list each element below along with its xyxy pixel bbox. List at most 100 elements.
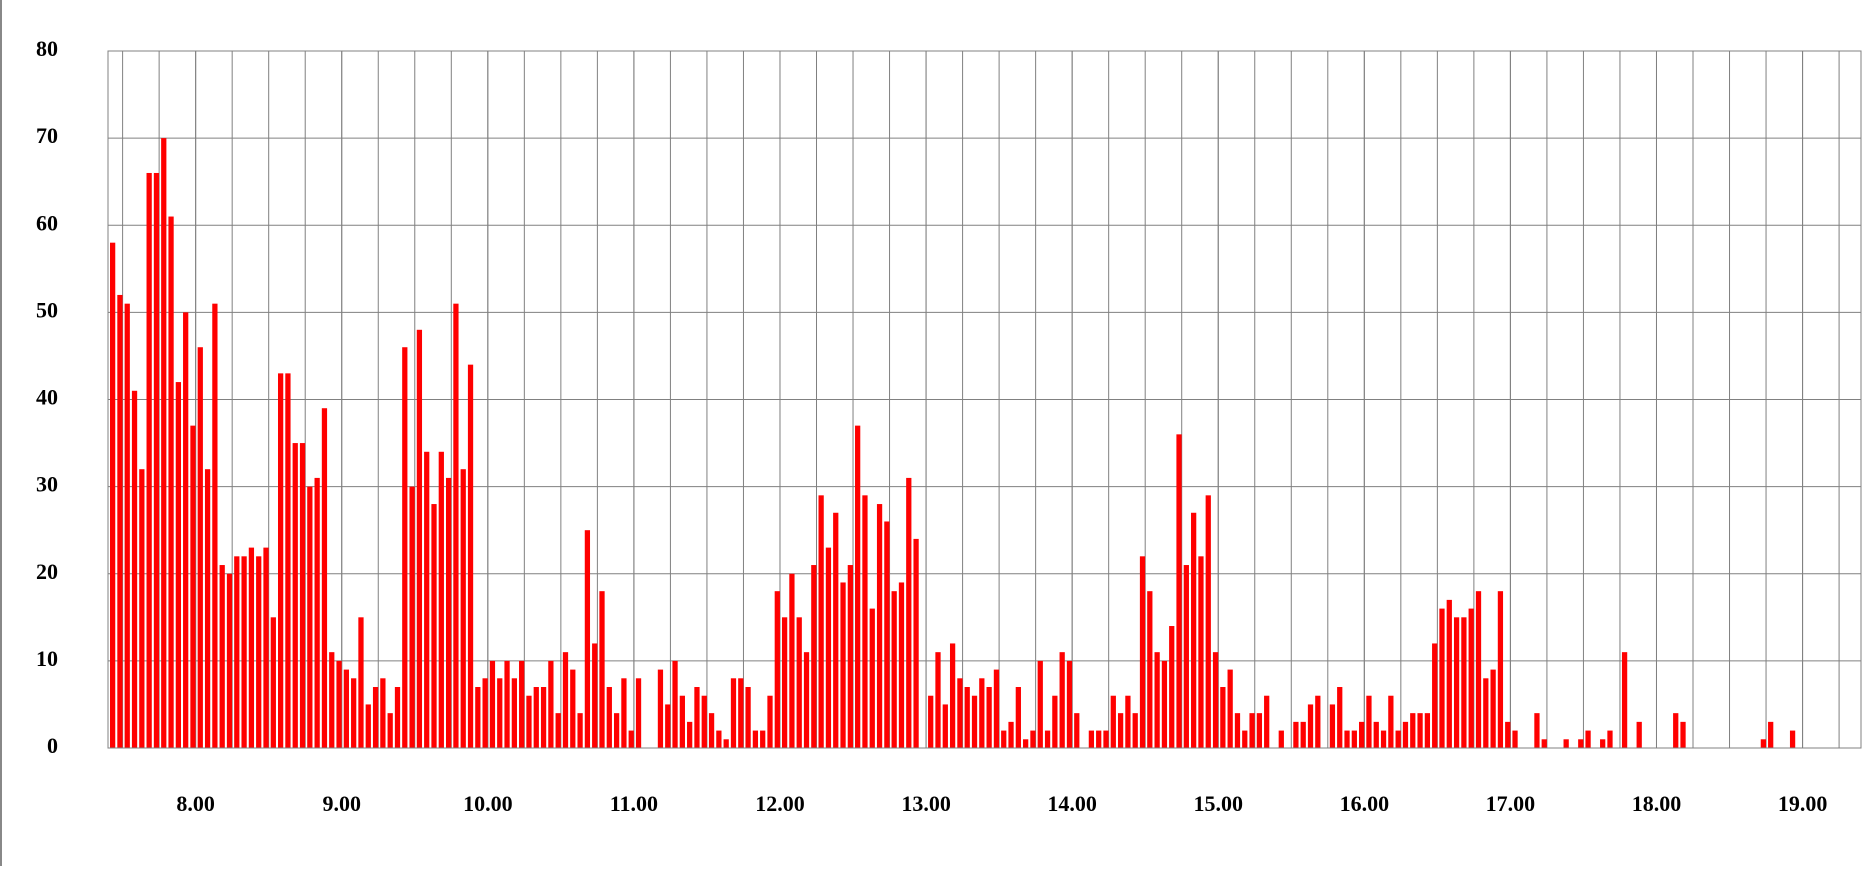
bar bbox=[380, 678, 385, 748]
x-tick-label: 14.00 bbox=[1047, 791, 1097, 816]
bar bbox=[884, 521, 889, 748]
bar bbox=[132, 391, 137, 748]
bar bbox=[190, 426, 195, 748]
bar bbox=[198, 347, 203, 748]
chart: 010203040506070808.009.0010.0011.0012.00… bbox=[0, 0, 1876, 866]
bar bbox=[358, 617, 363, 748]
bar bbox=[950, 643, 955, 748]
bar bbox=[804, 652, 809, 748]
bar bbox=[1359, 722, 1364, 748]
bar bbox=[1169, 626, 1174, 748]
bar bbox=[680, 696, 685, 748]
bar bbox=[577, 713, 582, 748]
bar bbox=[797, 617, 802, 748]
bar bbox=[935, 652, 940, 748]
bar bbox=[1140, 556, 1145, 748]
bar bbox=[745, 687, 750, 748]
bar bbox=[1637, 722, 1642, 748]
bar bbox=[409, 487, 414, 748]
bar bbox=[1366, 696, 1371, 748]
bar bbox=[636, 678, 641, 748]
y-tick-label: 70 bbox=[36, 123, 58, 148]
bar bbox=[154, 173, 159, 748]
bar bbox=[1680, 722, 1685, 748]
y-tick-label: 10 bbox=[36, 646, 58, 671]
x-tick-label: 12.00 bbox=[755, 791, 805, 816]
bar bbox=[293, 443, 298, 748]
x-tick-label: 16.00 bbox=[1340, 791, 1390, 816]
bar bbox=[840, 582, 845, 748]
x-tick-label: 17.00 bbox=[1486, 791, 1536, 816]
bar bbox=[658, 670, 663, 748]
bar bbox=[285, 373, 290, 748]
bar bbox=[1242, 731, 1247, 748]
bar bbox=[1673, 713, 1678, 748]
bar bbox=[110, 243, 115, 748]
bar bbox=[1344, 731, 1349, 748]
x-tick-label: 8.00 bbox=[176, 791, 215, 816]
bar bbox=[629, 731, 634, 748]
bar bbox=[475, 687, 480, 748]
bar bbox=[1264, 696, 1269, 748]
bar bbox=[1498, 591, 1503, 748]
bar bbox=[1768, 722, 1773, 748]
bar bbox=[702, 696, 707, 748]
bar bbox=[1600, 739, 1605, 748]
bar bbox=[1461, 617, 1466, 748]
bar bbox=[468, 365, 473, 748]
bar bbox=[1074, 713, 1079, 748]
bar bbox=[1096, 731, 1101, 748]
bar bbox=[1425, 713, 1430, 748]
bar bbox=[1038, 661, 1043, 748]
bar bbox=[1045, 731, 1050, 748]
x-tick-label: 10.00 bbox=[463, 791, 513, 816]
bar bbox=[767, 696, 772, 748]
bar bbox=[570, 670, 575, 748]
bar bbox=[1060, 652, 1065, 748]
bar bbox=[1308, 704, 1313, 748]
bar bbox=[1001, 731, 1006, 748]
bar bbox=[665, 704, 670, 748]
bar bbox=[1111, 696, 1116, 748]
bar bbox=[1228, 670, 1233, 748]
bar bbox=[1476, 591, 1481, 748]
bar bbox=[351, 678, 356, 748]
bar bbox=[1154, 652, 1159, 748]
bar bbox=[1191, 513, 1196, 748]
bar bbox=[1315, 696, 1320, 748]
y-tick-label: 0 bbox=[47, 733, 58, 758]
bar bbox=[1512, 731, 1517, 748]
bar bbox=[1301, 722, 1306, 748]
bar bbox=[1279, 731, 1284, 748]
bar bbox=[1396, 731, 1401, 748]
bar bbox=[1213, 652, 1218, 748]
bar bbox=[760, 731, 765, 748]
bar bbox=[519, 661, 524, 748]
x-tick-label: 19.00 bbox=[1778, 791, 1828, 816]
bar bbox=[1490, 670, 1495, 748]
bar bbox=[1447, 600, 1452, 748]
bar bbox=[1052, 696, 1057, 748]
bar bbox=[1147, 591, 1152, 748]
bar bbox=[1432, 643, 1437, 748]
bar bbox=[957, 678, 962, 748]
bar bbox=[1089, 731, 1094, 748]
bar bbox=[234, 556, 239, 748]
bar bbox=[1403, 722, 1408, 748]
bar bbox=[928, 696, 933, 748]
bar bbox=[366, 704, 371, 748]
bar bbox=[329, 652, 334, 748]
bar bbox=[300, 443, 305, 748]
bar bbox=[497, 678, 502, 748]
bar bbox=[599, 591, 604, 748]
bar bbox=[913, 539, 918, 748]
bar bbox=[256, 556, 261, 748]
bar bbox=[987, 687, 992, 748]
bar bbox=[1016, 687, 1021, 748]
bar bbox=[1388, 696, 1393, 748]
bar bbox=[1030, 731, 1035, 748]
bar bbox=[994, 670, 999, 748]
bar bbox=[431, 504, 436, 748]
bar bbox=[1374, 722, 1379, 748]
bar bbox=[1067, 661, 1072, 748]
